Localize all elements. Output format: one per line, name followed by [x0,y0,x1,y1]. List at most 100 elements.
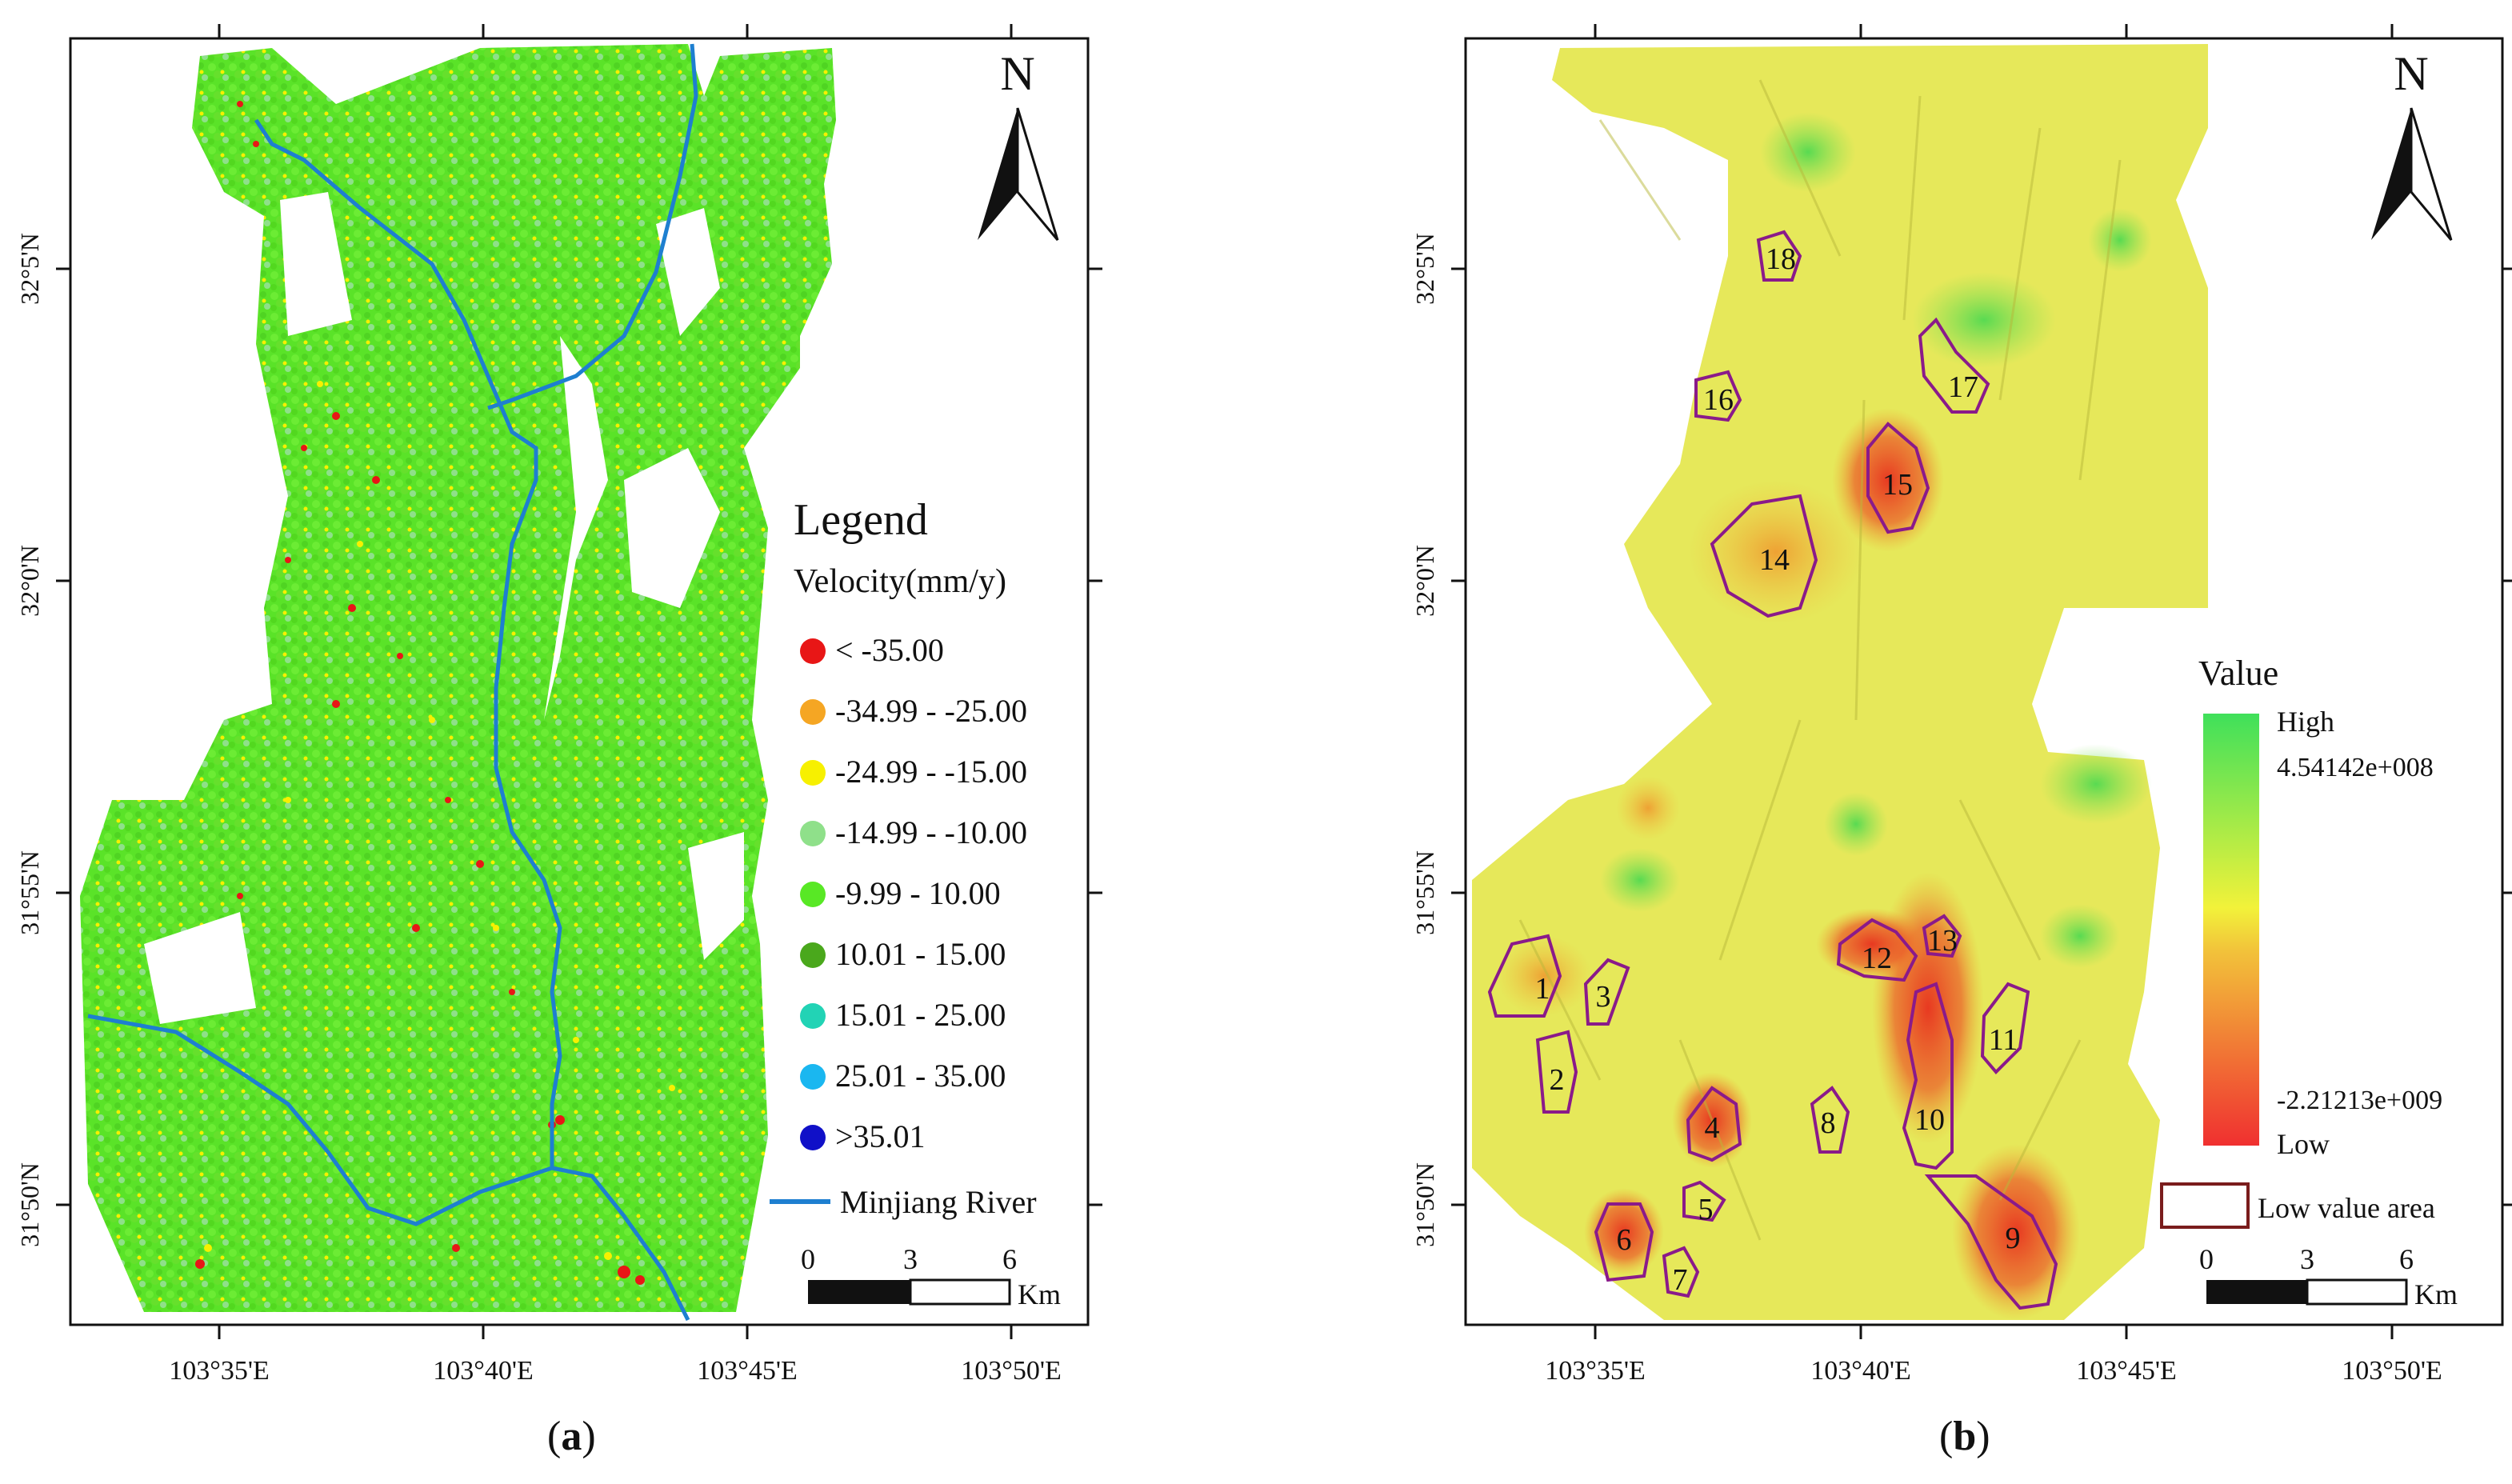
low-value-area [1924,1174,2058,1310]
minjiang-river-main [254,118,562,1168]
low-value-area [1756,230,1802,282]
data-gap [688,832,744,960]
low-value-area [1902,982,1954,1170]
legend-title: Legend [794,495,928,545]
area-number-label: 15 [1882,468,1913,502]
low-value-area [1980,982,2030,1074]
data-gap [144,912,256,1024]
legend-item-label: < -35.00 [835,632,944,668]
low-value-area [1710,494,1818,618]
panel-b-y-tick-labels: 32°5'N 32°0'N 31°55'N 31°50'N [1410,233,1439,1247]
legend-subtitle: Velocity(mm/y) [794,563,1006,600]
value-high-number: 4.54142e+008 [2277,753,2434,782]
x-tick-label: 103°45'E [2076,1356,2177,1386]
area-number-label: 10 [1914,1103,1945,1137]
area-number-label: 9 [2006,1222,2021,1255]
y-tick-label: 32°5'N [1410,233,1439,305]
panel-a: 103°35'E 103°40'E 103°45'E 103°50'E 32°5… [15,24,1102,1386]
value-legend-title: Value [2198,654,2278,693]
area-number-label: 14 [1759,543,1790,577]
legend-item-label: -24.99 - -15.00 [835,754,1027,790]
low-value-area [1662,1246,1700,1298]
scale-unit: Km [1018,1278,1061,1310]
value-legend: Value High 4.54142e+008 -2.21213e+009 Lo… [2160,654,2442,1229]
x-tick-label: 103°35'E [1545,1356,1646,1386]
low-value-areas [1487,230,2058,1310]
legend-item-label: 15.01 - 25.00 [835,997,1006,1033]
low-value-area [1866,422,1930,534]
y-tick-label: 32°0'N [15,545,44,617]
value-low-label: Low [2277,1128,2330,1160]
scale-bar: 0 3 6 Km [801,1243,1061,1310]
greenspot [1824,792,1888,856]
north-arrow-icon: N [2371,47,2453,241]
area-number-label: 12 [1862,942,1892,975]
low-value-area [1918,317,1990,414]
legend-swatch [800,942,826,968]
area-number-label: 3 [1596,980,1611,1014]
low-value-area [1594,1202,1654,1282]
north-label: N [2394,47,2428,100]
area-number-label: 18 [1766,242,1796,276]
low-value-area [1535,1030,1578,1114]
legend-item-label: -34.99 - -25.00 [835,693,1027,729]
north-arrow-icon: N [978,47,1059,241]
north-label: N [1000,47,1034,100]
y-tick-label: 31°50'N [15,1162,44,1247]
hotspot [1496,936,1592,1016]
hotspot [1816,908,1928,980]
panel-a-y-tick-labels: 32°5'N 32°0'N 31°55'N 31°50'N [15,233,44,1247]
area-number-label: 6 [1617,1223,1632,1257]
greenspot [1600,848,1680,912]
y-tick-label: 32°0'N [1410,545,1439,617]
low-area-label: Low value area [2258,1192,2435,1224]
area-number-label: 5 [1698,1193,1714,1226]
panel-b-ticks [1451,24,2512,1339]
legend-item-label: 10.01 - 15.00 [835,936,1006,972]
greenspot [2088,208,2152,272]
x-tick-label: 103°45'E [697,1356,798,1386]
velocity-map [80,43,836,1322]
scale-tick: 3 [903,1243,918,1275]
hotspot [1952,1144,2080,1320]
area-number-label: 1 [1535,972,1550,1006]
panel-a-x-tick-labels: 103°35'E 103°40'E 103°45'E 103°50'E [169,1356,1062,1386]
area-number-label: 2 [1550,1063,1565,1097]
area-number-label: 13 [1927,924,1958,958]
area-number-label: 4 [1705,1111,1720,1145]
low-value-area [1487,934,1562,1018]
legend-swatch [800,638,826,664]
data-gap [656,208,720,336]
low-value-area [1682,1180,1726,1222]
area-number-label: 11 [1989,1023,2018,1057]
data-gap [624,448,720,608]
hotspot [1616,776,1680,840]
legend-item-label: >35.01 [835,1118,926,1154]
x-tick-label: 103°40'E [1810,1356,1911,1386]
scale-tick: 6 [1002,1243,1017,1275]
hotspot [1688,480,1864,624]
low-value-area [1922,914,1962,958]
low-value-area [1686,1086,1742,1162]
panel-label-b: (b) [1939,1414,1990,1459]
area-number-label: 8 [1821,1106,1836,1140]
greenspot [2040,904,2120,968]
scale-tick: 6 [2399,1243,2414,1275]
moderate-points [204,381,675,1260]
greenspot [1760,112,1856,192]
x-tick-label: 103°40'E [433,1356,534,1386]
low-value-area [1583,958,1630,1026]
x-tick-label: 103°50'E [961,1356,1062,1386]
area-number-label: 16 [1703,383,1734,417]
velocity-points-area [80,44,836,1312]
panel-b-x-tick-labels: 103°35'E 103°40'E 103°45'E 103°50'E [1545,1356,2442,1386]
y-tick-label: 31°50'N [1410,1162,1439,1247]
scale-tick: 0 [2199,1243,2214,1275]
low-value-area [1836,918,1918,982]
x-tick-label: 103°35'E [169,1356,270,1386]
scale-tick: 0 [801,1243,815,1275]
